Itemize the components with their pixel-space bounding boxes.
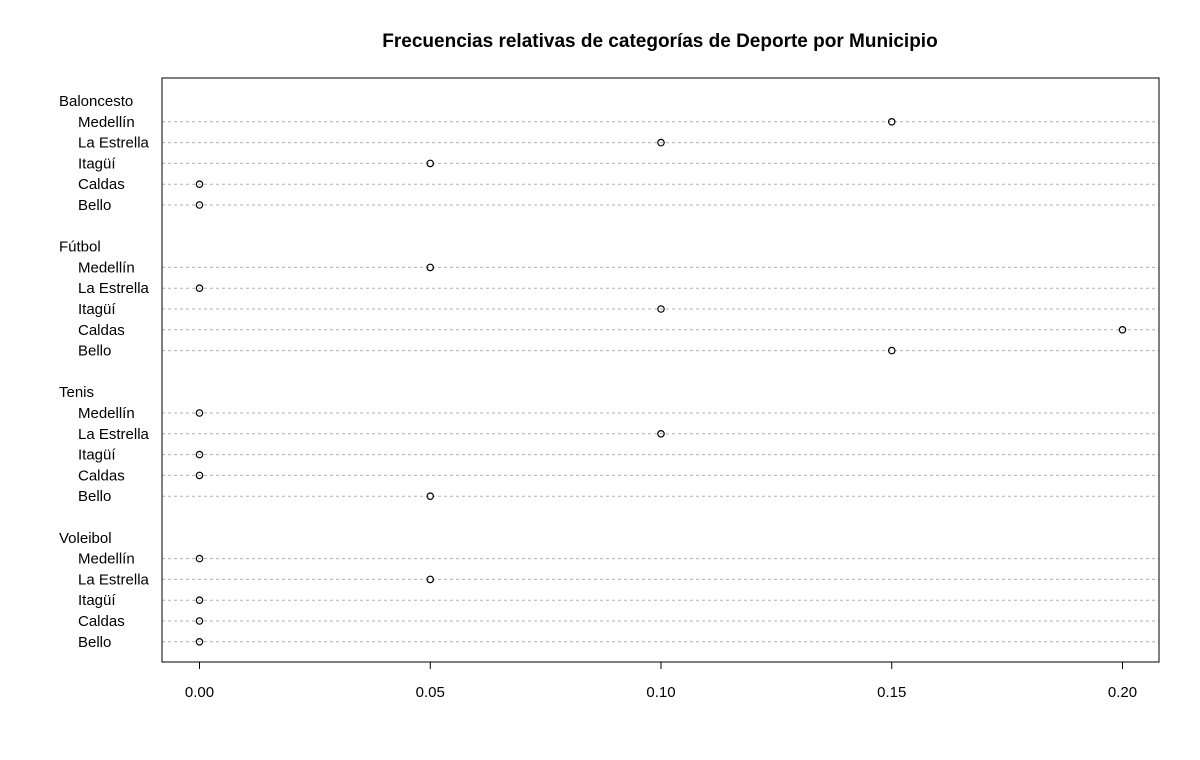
group-label: Voleibol: [59, 530, 112, 547]
row-label: La Estrella: [78, 426, 150, 443]
chart-title: Frecuencias relativas de categorías de D…: [382, 31, 937, 52]
group-label: Baloncesto: [59, 93, 133, 110]
row-label: La Estrella: [78, 280, 150, 297]
data-point: [426, 159, 435, 168]
row-label: La Estrella: [78, 135, 150, 152]
x-tick-label: 0.15: [877, 684, 906, 701]
gridlines: [162, 121, 1159, 643]
row-label: Bello: [78, 343, 111, 360]
row-label: La Estrella: [78, 571, 150, 588]
row-label: Bello: [78, 634, 111, 651]
data-point: [195, 201, 204, 209]
group-label: Fútbol: [59, 239, 101, 256]
plot-frame: [161, 77, 1160, 663]
row-label: Itagüí: [78, 155, 116, 172]
row-label: Medellín: [78, 405, 135, 422]
data-point: [195, 637, 204, 646]
data-point: [887, 118, 896, 126]
data-point: [195, 617, 204, 625]
group-label: Tenis: [59, 384, 94, 401]
row-label: Bello: [78, 197, 111, 214]
data-point: [195, 554, 204, 563]
row-label: Itagüí: [78, 301, 116, 318]
row-label: Bello: [78, 488, 111, 505]
x-tick-label: 0.00: [185, 684, 214, 701]
row-label: Medellín: [78, 114, 135, 131]
data-point: [657, 429, 665, 438]
data-points: [195, 118, 1127, 646]
data-point: [195, 180, 204, 189]
row-label: Medellín: [78, 259, 135, 276]
data-point: [426, 492, 435, 501]
x-tick-label: 0.20: [1108, 684, 1137, 701]
row-label: Caldas: [78, 322, 125, 339]
x-axis: 0.00 0.05 0.10 0.15 0.20: [185, 661, 1137, 701]
data-point: [195, 596, 204, 605]
data-point: [657, 138, 665, 147]
x-tick-label: 0.10: [646, 684, 675, 701]
category-labels: Baloncesto Medellín La Estrella Itagüí Calda…: [59, 93, 150, 651]
data-point: [195, 450, 204, 459]
row-label: Medellín: [78, 551, 135, 568]
data-point: [1118, 325, 1127, 334]
row-label: Itagüí: [78, 592, 116, 609]
row-label: Caldas: [78, 176, 125, 193]
data-point: [887, 346, 896, 355]
row-label: Itagüí: [78, 447, 116, 464]
x-tick-label: 0.05: [416, 684, 445, 701]
data-point: [195, 471, 204, 480]
data-point: [426, 263, 435, 272]
row-label: Caldas: [78, 467, 125, 484]
data-point: [657, 305, 665, 313]
data-point: [426, 575, 435, 584]
row-label: Caldas: [78, 613, 125, 630]
data-point: [195, 284, 204, 293]
data-point: [195, 409, 204, 417]
